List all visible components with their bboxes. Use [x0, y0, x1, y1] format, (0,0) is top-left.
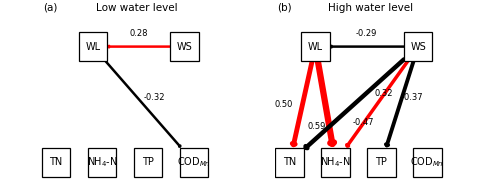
FancyBboxPatch shape — [404, 32, 432, 61]
Text: High water level: High water level — [328, 3, 413, 13]
Text: WL: WL — [86, 42, 100, 52]
Text: WS: WS — [410, 42, 426, 52]
Text: -0.32: -0.32 — [144, 92, 165, 102]
Text: COD$_{Mn}$: COD$_{Mn}$ — [410, 155, 444, 169]
Text: -0.29: -0.29 — [356, 29, 378, 38]
FancyBboxPatch shape — [170, 32, 199, 61]
Text: WL: WL — [308, 42, 323, 52]
Text: -0.37: -0.37 — [402, 92, 423, 102]
Text: 0.32: 0.32 — [375, 89, 394, 98]
FancyBboxPatch shape — [301, 32, 330, 61]
Text: NH$_4$-N: NH$_4$-N — [86, 155, 118, 169]
FancyBboxPatch shape — [276, 148, 304, 177]
FancyBboxPatch shape — [88, 148, 117, 177]
Text: 0.50: 0.50 — [275, 100, 293, 109]
Text: TN: TN — [283, 157, 296, 167]
FancyBboxPatch shape — [180, 148, 208, 177]
Text: COD$_{Mn}$: COD$_{Mn}$ — [177, 155, 211, 169]
Text: -0.47: -0.47 — [352, 118, 374, 127]
Text: NH$_4$-N: NH$_4$-N — [320, 155, 351, 169]
FancyBboxPatch shape — [42, 148, 70, 177]
Text: TN: TN — [50, 157, 63, 167]
FancyBboxPatch shape — [367, 148, 396, 177]
Text: (b): (b) — [277, 3, 291, 13]
FancyBboxPatch shape — [134, 148, 162, 177]
Text: TP: TP — [376, 157, 388, 167]
Text: 0.28: 0.28 — [130, 29, 148, 38]
Text: 0.59: 0.59 — [307, 122, 326, 131]
Text: Low water level: Low water level — [96, 3, 178, 13]
FancyBboxPatch shape — [78, 32, 107, 61]
FancyBboxPatch shape — [413, 148, 442, 177]
Text: (a): (a) — [44, 3, 58, 13]
Text: TP: TP — [142, 157, 154, 167]
Text: WS: WS — [177, 42, 192, 52]
FancyBboxPatch shape — [322, 148, 350, 177]
